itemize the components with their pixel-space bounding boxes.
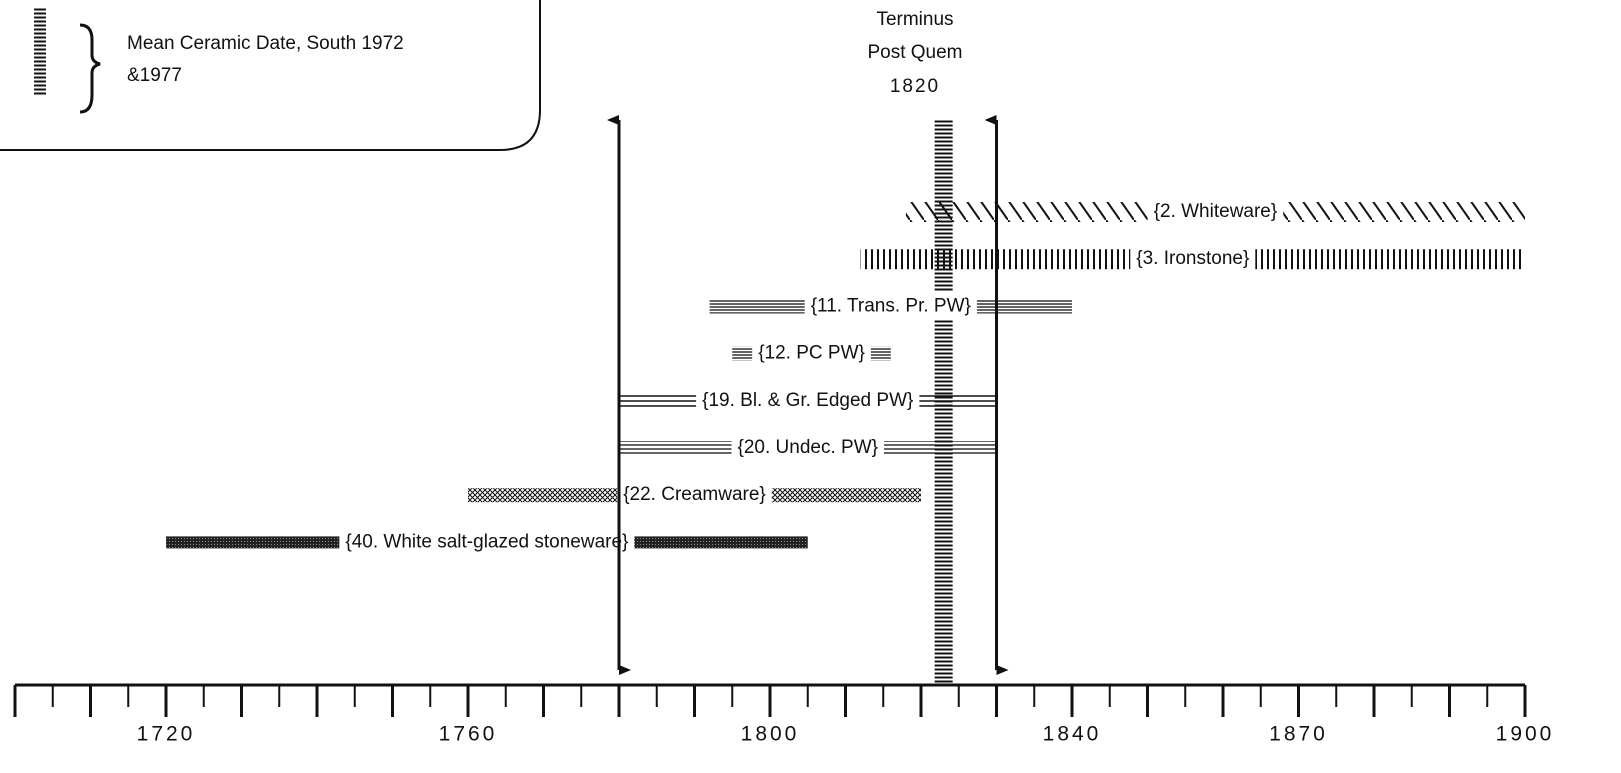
range-label: {11. Trans. Pr. PW} bbox=[811, 295, 971, 316]
x-tick-label: 1720 bbox=[137, 723, 196, 746]
label-background bbox=[696, 386, 920, 415]
range-label: {22. Creamware} bbox=[623, 484, 766, 505]
label-background bbox=[1130, 245, 1256, 274]
range-label: {3. Ironstone} bbox=[1136, 248, 1249, 269]
label-background bbox=[339, 528, 635, 557]
x-tick-label: 1840 bbox=[1043, 723, 1102, 746]
x-tick-label: 1900 bbox=[1496, 723, 1555, 746]
label-background bbox=[1147, 198, 1284, 226]
range-label: {12. PC PW} bbox=[758, 343, 865, 364]
x-tick-label: 1800 bbox=[741, 723, 800, 746]
range-label: {19. Bl. & Gr. Edged PW} bbox=[702, 390, 913, 411]
tpq-label: Terminus bbox=[876, 9, 953, 30]
tpq-label: Post Quem bbox=[867, 42, 962, 63]
range-label: {2. Whiteware} bbox=[1154, 201, 1278, 222]
range-label: {20. Undec. PW} bbox=[738, 437, 878, 458]
legend-brace bbox=[79, 23, 101, 114]
label-background bbox=[752, 339, 871, 368]
x-tick-label: 1760 bbox=[439, 723, 498, 746]
legend-text: Mean Ceramic Date, South 1972 bbox=[127, 33, 404, 54]
legend-text: &1977 bbox=[127, 65, 182, 86]
range-label: {40. White salt-glazed stoneware} bbox=[345, 531, 628, 552]
label-background bbox=[617, 481, 772, 510]
label-background bbox=[731, 434, 884, 462]
legend-swatch bbox=[34, 8, 46, 96]
legend-box bbox=[0, 0, 541, 151]
tpq-year: 1820 bbox=[890, 76, 940, 97]
x-tick-label: 1870 bbox=[1269, 723, 1328, 746]
label-background bbox=[804, 292, 977, 321]
